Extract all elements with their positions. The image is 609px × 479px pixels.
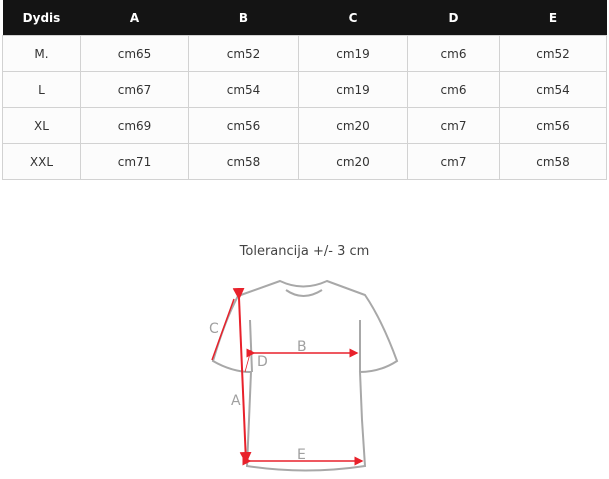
measure-cell: cm19	[298, 71, 408, 108]
measure-cell: cm65	[80, 35, 189, 72]
table-row: M. cm65 cm52 cm19 cm6 cm52	[2, 35, 607, 72]
measure-cell: cm56	[499, 107, 607, 144]
tolerance-caption: Tolerancija +/- 3 cm	[239, 244, 370, 259]
size-cell: M.	[2, 35, 81, 72]
measure-cell: cm20	[298, 143, 408, 180]
measure-cell: cm52	[188, 35, 299, 72]
measure-cell: cm56	[188, 107, 299, 144]
label-b: B	[297, 339, 307, 355]
label-e: E	[297, 447, 306, 463]
arrow-a	[232, 287, 252, 464]
table-header: Dydis A B C D E	[2, 0, 607, 36]
header-c: C	[298, 0, 408, 36]
size-cell: XXL	[2, 143, 81, 180]
size-cell: L	[2, 71, 81, 108]
header-a: A	[80, 0, 189, 36]
label-c: C	[209, 321, 219, 337]
arrow-c	[211, 298, 235, 361]
arrow-d	[244, 349, 252, 373]
header-e: E	[499, 0, 607, 36]
table-row: XXL cm71 cm58 cm20 cm7 cm58	[2, 143, 607, 180]
measure-cell: cm58	[499, 143, 607, 180]
measure-cell: cm19	[298, 35, 408, 72]
measure-cell: cm54	[188, 71, 299, 108]
header-b: B	[188, 0, 299, 36]
label-d: D	[257, 354, 268, 370]
table-row: XL cm69 cm56 cm20 cm7 cm56	[2, 107, 607, 144]
measure-cell: cm58	[188, 143, 299, 180]
measure-cell: cm6	[407, 71, 500, 108]
measure-cell: cm6	[407, 35, 500, 72]
header-size: Dydis	[2, 0, 81, 36]
tshirt-outline	[211, 279, 399, 472]
label-a: A	[231, 393, 241, 409]
measure-cell: cm7	[407, 107, 500, 144]
measure-cell: cm20	[298, 107, 408, 144]
measure-cell: cm7	[407, 143, 500, 180]
measure-cell: cm54	[499, 71, 607, 108]
measure-arrows	[211, 287, 364, 466]
measure-cell: cm67	[80, 71, 189, 108]
header-d: D	[407, 0, 500, 36]
measure-cell: cm71	[80, 143, 189, 180]
measure-labels: C B D A E	[209, 321, 307, 463]
